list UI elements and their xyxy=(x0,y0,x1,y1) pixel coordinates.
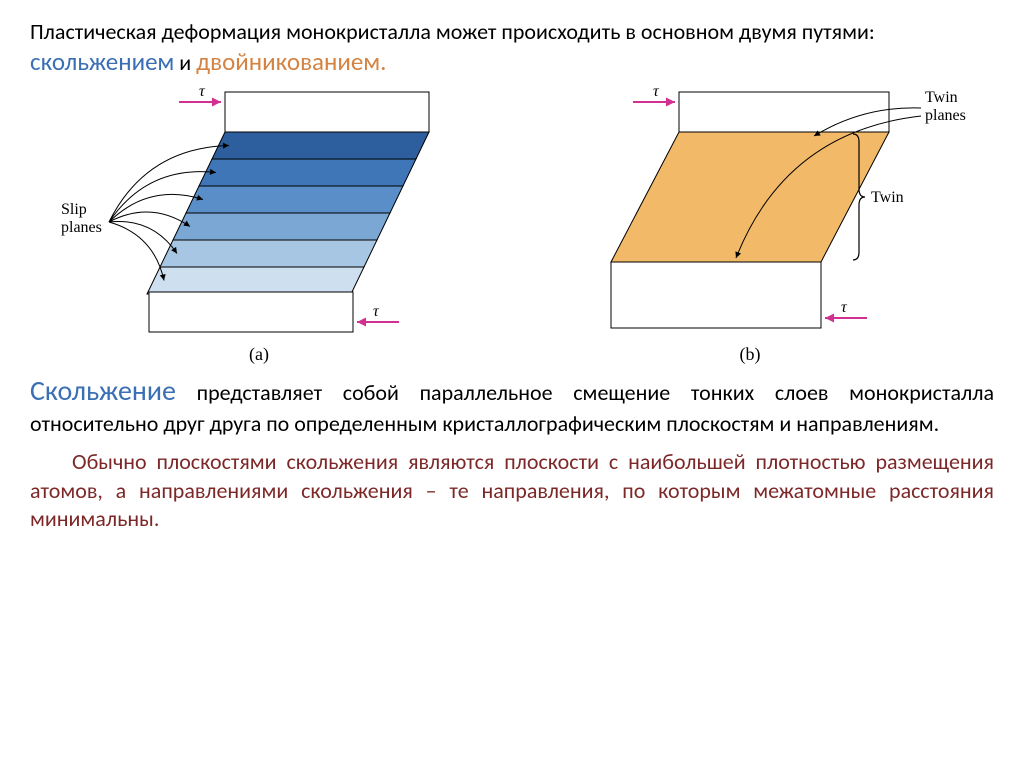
diagram-b: ττTwinplanesTwin xyxy=(525,84,975,334)
svg-text:Twin: Twin xyxy=(871,189,904,206)
figure-a-label: (a) xyxy=(249,344,269,365)
svg-text:Twin: Twin xyxy=(925,89,958,106)
intro-term1: скольжением xyxy=(30,46,174,77)
paragraph-2: Обычно плоскостями скольжения являются п… xyxy=(30,448,994,534)
figure-b-label: (b) xyxy=(740,344,761,365)
diagram-a: τ τ Slipplanes xyxy=(49,84,469,334)
svg-text:planes: planes xyxy=(61,219,102,236)
svg-text:τ: τ xyxy=(841,299,848,316)
paragraph-1-lead: Скольжение xyxy=(30,373,176,408)
svg-text:τ: τ xyxy=(373,303,380,320)
intro-text: Пластическая деформация монокристалла мо… xyxy=(30,18,994,78)
diagram-b-wrap: ττTwinplanesTwin (b) xyxy=(525,84,975,365)
diagram-row: ττSlipplanes (a) ττTwinplanesTwin (b) xyxy=(30,84,994,365)
diagram-a-wrap: τ τ Slipplanes (a) xyxy=(49,84,469,365)
svg-text:τ: τ xyxy=(199,84,206,100)
intro-part1: Пластическая деформация монокристалла мо… xyxy=(30,18,875,45)
svg-text:τ: τ xyxy=(653,84,660,100)
svg-text:planes: planes xyxy=(925,107,966,124)
svg-text:Slip: Slip xyxy=(61,201,87,218)
intro-join: и xyxy=(174,49,196,76)
intro-term2: двойникованием. xyxy=(196,46,386,77)
paragraph-1: Скольжение представляет собой параллельн… xyxy=(30,373,994,438)
paragraph-2-text: Обычно плоскостями скольжения являются п… xyxy=(30,448,994,532)
